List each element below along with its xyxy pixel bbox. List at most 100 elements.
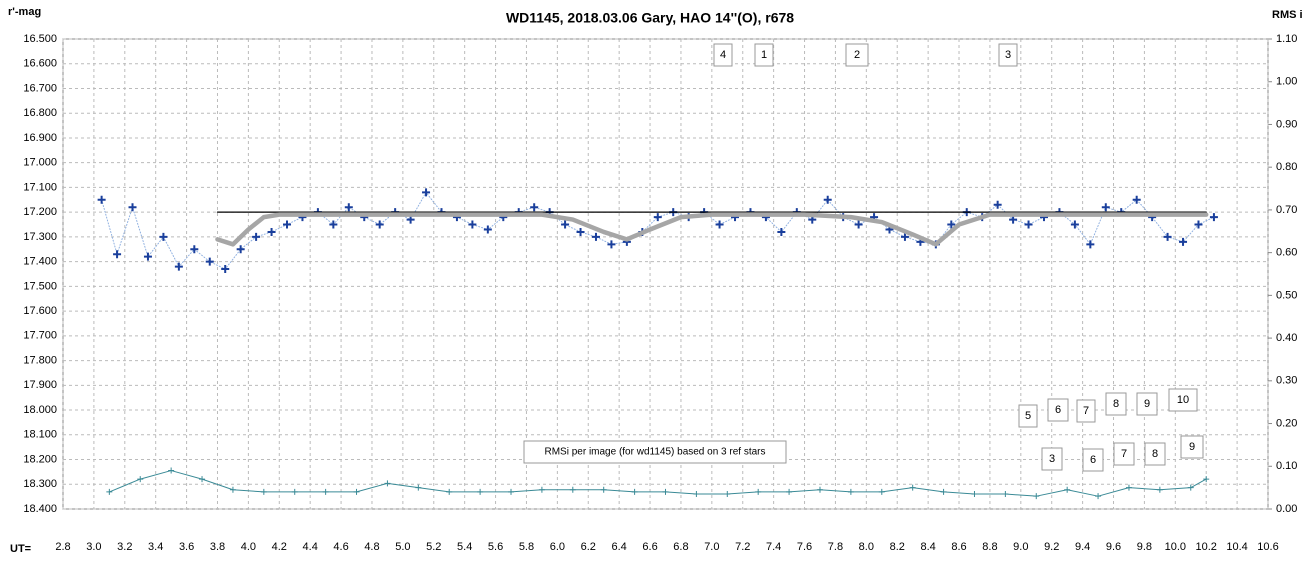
point <box>283 220 292 229</box>
x-tick-label: 5.2 <box>426 541 441 553</box>
annotation: 7 <box>1083 405 1089 417</box>
annotation: 4 <box>720 49 726 61</box>
annotation: 5 <box>1025 410 1031 422</box>
annotation: 10 <box>1177 394 1189 406</box>
point <box>1187 484 1194 491</box>
point <box>940 488 947 495</box>
x-tick-label: 8.0 <box>859 541 874 553</box>
y-axis-label: r'-mag <box>8 6 41 18</box>
point <box>847 488 854 495</box>
x-tick-label: 3.8 <box>210 541 225 553</box>
point <box>106 488 113 495</box>
point <box>229 486 236 493</box>
point <box>291 488 298 495</box>
y-tick-label: 17.700 <box>23 330 57 342</box>
point <box>715 220 724 229</box>
y-tick-label: 17.800 <box>23 354 57 366</box>
y-tick-label: 17.100 <box>23 181 57 193</box>
y-tick-label: 16.500 <box>23 33 57 45</box>
x-tick-label: 9.4 <box>1075 541 1090 553</box>
x-tick-label: 8.6 <box>951 541 966 553</box>
x-tick-label: 6.8 <box>673 541 688 553</box>
point <box>375 220 384 229</box>
point <box>329 220 338 229</box>
y2-tick-label: 0.80 <box>1276 161 1297 173</box>
annotation-box <box>845 43 869 67</box>
annotation-box <box>1136 392 1158 416</box>
annotation: 2 <box>854 49 860 61</box>
y-tick-label: 17.900 <box>23 379 57 391</box>
point <box>422 188 431 197</box>
y2-tick-label: 0.00 <box>1276 503 1297 515</box>
point <box>909 484 916 491</box>
annotation-box <box>523 440 787 464</box>
point <box>174 262 183 271</box>
x-tick-label: 3.4 <box>148 541 163 553</box>
y2-tick-label: 0.70 <box>1276 204 1297 216</box>
point <box>662 488 669 495</box>
x-tick-label: 6.4 <box>612 541 627 553</box>
annotation-box <box>1105 392 1127 416</box>
x-tick-label: 6.2 <box>581 541 596 553</box>
annotation: 9 <box>1144 398 1150 410</box>
point <box>576 227 585 236</box>
point <box>786 488 793 495</box>
y-tick-label: 16.700 <box>23 82 57 94</box>
point <box>1024 220 1033 229</box>
point <box>415 484 422 491</box>
point <box>724 491 731 498</box>
x-tick-label: 4.6 <box>333 541 348 553</box>
annotation-box <box>1180 435 1204 459</box>
point <box>260 488 267 495</box>
point <box>267 227 276 236</box>
annotation-box <box>1082 448 1104 472</box>
point <box>1209 213 1218 222</box>
point <box>823 195 832 204</box>
point <box>693 491 700 498</box>
y-tick-label: 17.500 <box>23 280 57 292</box>
y2-tick-label: 0.10 <box>1276 460 1297 472</box>
point <box>1194 220 1203 229</box>
x-tick-label: 8.4 <box>920 541 935 553</box>
annotation-box <box>1168 388 1198 412</box>
point <box>168 467 175 474</box>
annotation: 3 <box>1049 453 1055 465</box>
annotation: 7 <box>1121 448 1127 460</box>
y2-tick-label: 1.10 <box>1276 33 1297 45</box>
x-tick-label: 4.2 <box>272 541 287 553</box>
y2-tick-label: 0.20 <box>1276 417 1297 429</box>
annotation-box <box>1076 399 1096 423</box>
point <box>468 220 477 229</box>
x-tick-label: 2.8 <box>55 541 70 553</box>
point <box>128 203 137 212</box>
x-tick-label: 3.0 <box>86 541 101 553</box>
annotation: 9 <box>1189 441 1195 453</box>
annotation: 3 <box>1005 49 1011 61</box>
point <box>252 232 261 241</box>
y-tick-label: 16.800 <box>23 107 57 119</box>
point <box>1033 493 1040 500</box>
x-tick-label: 7.8 <box>828 541 843 553</box>
point <box>1009 215 1018 224</box>
annotation-box <box>713 43 733 67</box>
point <box>993 200 1002 209</box>
point <box>159 232 168 241</box>
point <box>971 491 978 498</box>
annotation-box <box>1113 442 1135 466</box>
point <box>1125 484 1132 491</box>
point <box>199 476 206 483</box>
point <box>353 488 360 495</box>
y-tick-label: 17.300 <box>23 231 57 243</box>
y-tick-label: 17.000 <box>23 157 57 169</box>
x-tick-label: 10.0 <box>1165 541 1186 553</box>
point <box>878 488 885 495</box>
plot-area <box>62 38 1269 510</box>
x-tick-label: 4.4 <box>303 541 318 553</box>
x-tick-label: 5.6 <box>488 541 503 553</box>
x-tick-label: 9.2 <box>1044 541 1059 553</box>
y2-tick-label: 1.00 <box>1276 76 1297 88</box>
point <box>1203 476 1210 483</box>
y-tick-label: 17.400 <box>23 256 57 268</box>
y2-tick-label: 0.30 <box>1276 375 1297 387</box>
